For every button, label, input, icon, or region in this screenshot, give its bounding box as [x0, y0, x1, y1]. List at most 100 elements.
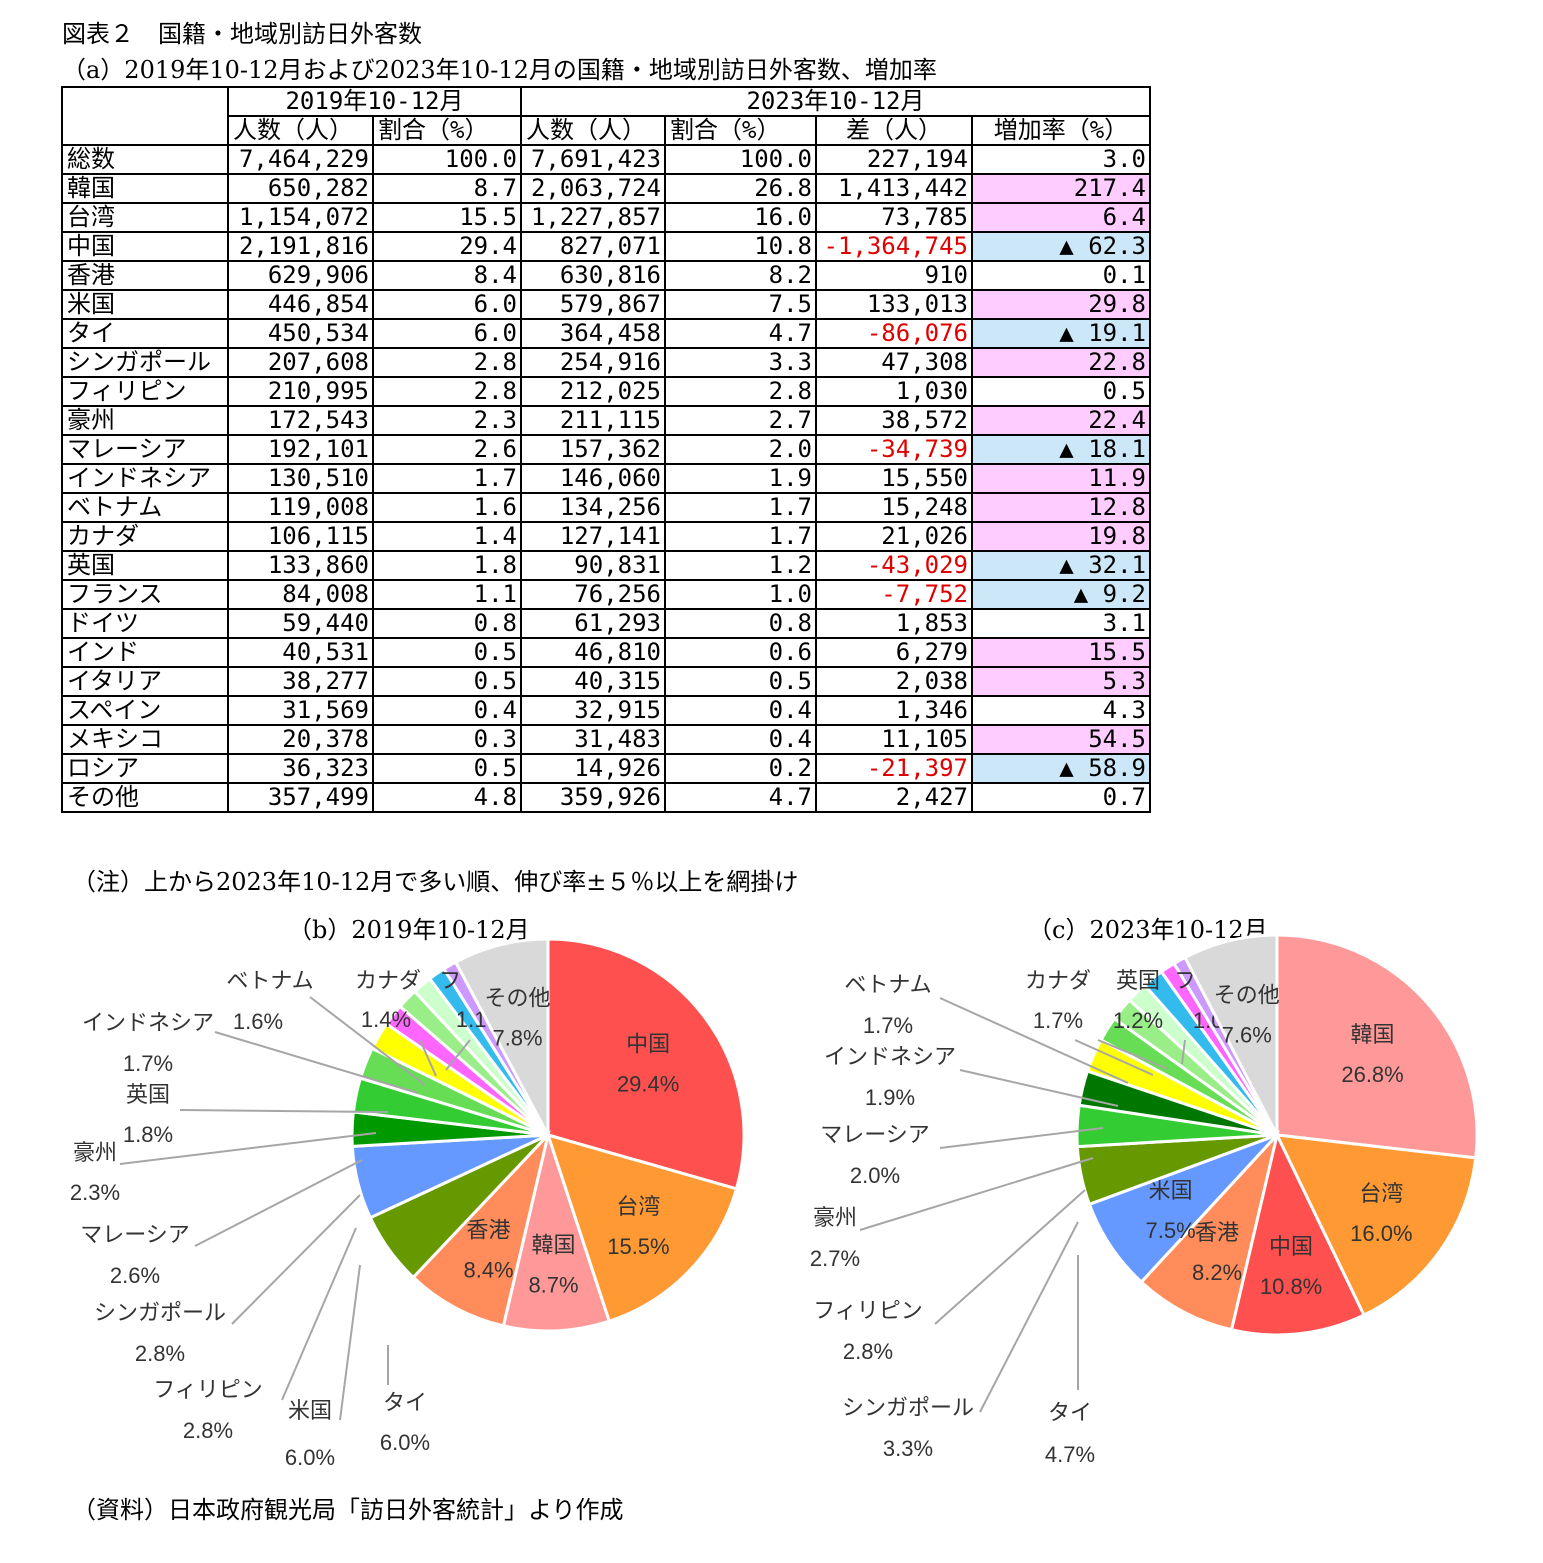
cell-s2019: 1.7 — [372, 463, 522, 494]
cell-s2019: 2.6 — [372, 434, 522, 465]
cell-diff: 910 — [815, 260, 973, 291]
cell-diff: -1,364,745 — [815, 231, 973, 262]
slice-label: 英国 — [1116, 968, 1160, 993]
figure-title: 図表２ 国籍・地域別訪日外客数 — [62, 20, 422, 48]
slice-value: 8.4% — [463, 1257, 513, 1282]
slice-value: 29.4% — [617, 1071, 679, 1096]
row-label: シンガポール — [61, 347, 229, 378]
cell-p2019: 119,008 — [227, 492, 374, 523]
cell-rate: 3.0 — [971, 144, 1151, 175]
slice-value: 1.8% — [123, 1122, 173, 1147]
leader-line — [1097, 1039, 1169, 1070]
slice-label: マレーシア — [80, 1222, 190, 1247]
cell-rate: 217.4 — [971, 173, 1151, 204]
cell-diff: -34,739 — [815, 434, 973, 465]
cell-rate: 11.9 — [971, 463, 1151, 494]
table-row: 台湾 1,154,072 15.5 1,227,857 16.0 73,785 6.4 — [61, 202, 1151, 233]
cell-rate: ▲ 18.1 — [971, 434, 1151, 465]
cell-s2023: 1.7 — [664, 521, 817, 552]
row-label: ロシア — [61, 753, 229, 784]
pie-slice — [1229, 1130, 1366, 1337]
row-label: 米国 — [61, 289, 229, 320]
cell-s2023: 4.7 — [664, 782, 817, 813]
leader-line — [934, 1189, 1086, 1325]
cell-rate: 6.4 — [971, 202, 1151, 233]
slice-label: 中国 — [1269, 1234, 1313, 1259]
cell-diff: 2,427 — [815, 782, 973, 813]
slice-label: タイ — [383, 1390, 427, 1415]
table-row: 韓国 650,282 8.7 2,063,724 26.8 1,413,442 217.4 — [61, 173, 1151, 204]
cell-p2019: 192,101 — [227, 434, 374, 465]
cell-rate: ▲ 19.1 — [971, 318, 1151, 349]
cell-rate: 22.4 — [971, 405, 1151, 436]
leader-line — [979, 1221, 1079, 1413]
leader-line — [859, 1157, 1094, 1231]
leader-line — [309, 996, 426, 1086]
leader-line — [119, 1132, 377, 1165]
cell-s2023: 1.7 — [664, 492, 817, 523]
cell-s2019: 4.8 — [372, 782, 522, 813]
row-label: その他 — [61, 782, 229, 813]
cell-diff: 38,572 — [815, 405, 973, 436]
cell-s2019: 2.8 — [372, 376, 522, 407]
cell-s2023: 3.3 — [664, 347, 817, 378]
pie-slice — [1139, 1129, 1280, 1332]
row-label: メキシコ — [61, 724, 229, 755]
slice-label: シンガポール — [842, 1395, 974, 1420]
cell-p2023: 76,256 — [520, 579, 666, 610]
cell-p2023: 7,691,423 — [520, 144, 666, 175]
leader-line — [939, 1127, 1104, 1149]
slice-value: 10.8% — [1260, 1274, 1322, 1299]
cell-p2023: 40,315 — [520, 666, 666, 697]
cell-p2023: 211,115 — [520, 405, 666, 436]
slice-label: 韓国 — [1351, 1022, 1395, 1047]
cell-p2023: 146,060 — [520, 463, 666, 494]
cell-p2019: 20,378 — [227, 724, 374, 755]
cell-s2019: 0.5 — [372, 637, 522, 668]
slice-label: カナダ — [355, 968, 421, 993]
table-row: 香港 629,906 8.4 630,816 8.2 910 0.1 — [61, 260, 1151, 291]
table-row: メキシコ 20,378 0.3 31,483 0.4 11,105 54.5 — [61, 724, 1151, 755]
cell-s2019: 8.4 — [372, 260, 522, 291]
table-row: フィリピン 210,995 2.8 212,025 2.8 1,030 0.5 — [61, 376, 1151, 407]
cell-s2023: 10.8 — [664, 231, 817, 262]
cell-diff: 11,105 — [815, 724, 973, 755]
pie-slice — [1275, 933, 1479, 1160]
leader-line — [419, 1039, 437, 1077]
pie-slice — [1087, 1133, 1279, 1285]
cell-s2023: 2.7 — [664, 405, 817, 436]
slice-label: 台湾 — [616, 1194, 660, 1219]
header-period-2019: 2019年10-12月 — [227, 86, 522, 117]
leader-line — [445, 1039, 471, 1071]
cell-diff: 21,026 — [815, 521, 973, 552]
table-row: その他 357,499 4.8 359,926 4.7 2,427 0.7 — [61, 782, 1151, 813]
slice-value: 15.5% — [607, 1234, 669, 1259]
slice-label: 豪州 — [73, 1140, 117, 1165]
cell-diff: 133,013 — [815, 289, 973, 320]
cell-rate: 54.5 — [971, 724, 1151, 755]
table-row: 総数 7,464,229 100.0 7,691,423 100.0 227,194 3.0 — [61, 144, 1151, 175]
source-note: （資料）日本政府観光局「訪日外客統計」より作成 — [72, 1496, 624, 1524]
table-row: マレーシア 192,101 2.6 157,362 2.0 -34,739 ▲ 18.1 — [61, 434, 1151, 465]
slice-label: 中国 — [626, 1031, 670, 1056]
cell-s2023: 2.8 — [664, 376, 817, 407]
pie-title-2019: （b）2019年10-12月 — [288, 916, 530, 944]
pie-slice — [411, 1129, 551, 1328]
table-row: 豪州 172,543 2.3 211,115 2.7 38,572 22.4 — [61, 405, 1151, 436]
cell-s2023: 0.6 — [664, 637, 817, 668]
cell-s2019: 1.4 — [372, 521, 522, 552]
cell-p2023: 2,063,724 — [520, 173, 666, 204]
row-label: 香港 — [61, 260, 229, 291]
pie-charts: （b）2019年10-12月 （c）2023年10-12月 中国 29.4% 台湾 1… — [70, 916, 1479, 1470]
cell-rate: 29.8 — [971, 289, 1151, 320]
cell-diff: 47,308 — [815, 347, 973, 378]
pie-slice — [453, 937, 550, 1136]
cell-p2023: 212,025 — [520, 376, 666, 407]
leader-line — [231, 1194, 361, 1325]
cell-p2019: 1,154,072 — [227, 202, 374, 233]
cell-rate: 5.3 — [971, 666, 1151, 697]
cell-s2019: 0.3 — [372, 724, 522, 755]
cell-p2023: 364,458 — [520, 318, 666, 349]
slice-label: 香港 — [467, 1217, 511, 1242]
cell-diff: 15,550 — [815, 463, 973, 494]
